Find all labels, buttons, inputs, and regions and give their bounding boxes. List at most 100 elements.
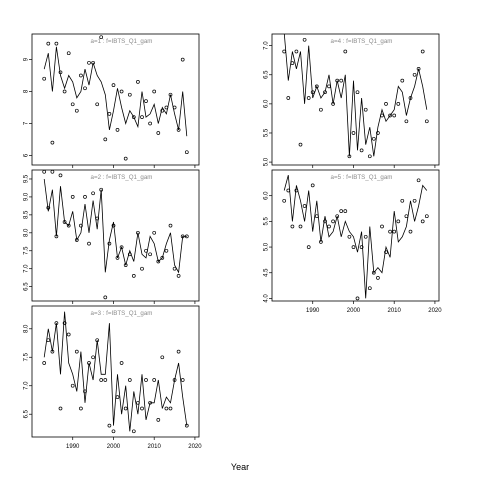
observed-point	[62, 89, 67, 94]
observed-point	[327, 84, 331, 89]
observed-point	[123, 406, 128, 411]
observed-point	[136, 400, 140, 405]
observed-point	[420, 49, 425, 54]
observed-point	[302, 204, 307, 208]
y-tick-label: 5.5	[264, 128, 270, 137]
plot-frame	[271, 33, 440, 166]
observed-point	[412, 198, 417, 203]
observed-point	[91, 60, 95, 65]
observed-point	[343, 49, 348, 54]
plot-frame	[31, 169, 200, 302]
observed-point	[70, 102, 75, 107]
observed-point	[119, 361, 124, 365]
observed-point	[115, 395, 120, 399]
panel-title: a=3 : f=IBTS_Q1_gam	[91, 310, 153, 317]
observed-point	[424, 119, 429, 124]
observed-point	[70, 195, 75, 199]
observed-point	[367, 286, 372, 291]
observed-point	[79, 223, 83, 228]
fitted-series-line	[283, 34, 428, 157]
observed-point	[339, 209, 344, 213]
observed-point	[87, 361, 91, 365]
observed-point	[136, 230, 140, 235]
observed-point	[327, 224, 331, 229]
y-tick-label: 7.0	[264, 41, 270, 50]
observed-point	[99, 35, 104, 40]
y-tick-label: 4.5	[264, 268, 270, 277]
observed-point	[164, 105, 169, 110]
fitted-series-line	[283, 174, 428, 299]
observed-point	[144, 99, 148, 103]
observed-point	[111, 429, 116, 434]
x-tick-label: 2010	[148, 444, 162, 450]
observed-point	[302, 37, 307, 42]
observed-point	[144, 248, 148, 253]
observed-point	[371, 270, 376, 275]
y-tick-label: 7.5	[24, 352, 30, 361]
observed-point	[351, 245, 356, 249]
observed-point	[119, 89, 124, 94]
observed-point	[140, 266, 144, 271]
observed-point	[180, 234, 185, 239]
observed-point	[107, 423, 112, 428]
fitted-series-line	[43, 178, 187, 274]
observed-point	[343, 209, 348, 213]
observed-point	[66, 332, 71, 337]
observed-point	[319, 240, 323, 244]
y-tick-label: 5.5	[264, 217, 270, 226]
observed-point	[363, 107, 368, 112]
observed-point	[388, 113, 392, 118]
x-tick-label: 2000	[347, 308, 361, 314]
observed-point	[176, 274, 181, 278]
observed-point	[83, 195, 87, 199]
plot-frame	[31, 305, 200, 438]
observed-point	[74, 108, 79, 113]
observed-point	[148, 121, 152, 126]
observed-point	[58, 173, 63, 178]
x-tick-label: 2020	[188, 444, 202, 450]
panel-a3: a=3 : f=IBTS_Q1_gam 6.5 7.0 7.5 8.0 1990 2000 2…	[24, 305, 202, 450]
observed-point	[400, 78, 405, 83]
y-tick-label: 6	[24, 153, 30, 157]
observed-point	[172, 378, 177, 382]
observed-point	[115, 128, 120, 132]
observed-point	[176, 349, 181, 354]
observed-point	[50, 349, 55, 354]
observed-point	[424, 214, 429, 219]
observed-point	[164, 248, 169, 253]
panel-a2: a=2 : f=IBTS_Q1_gam 6.5 7.0 7.5 8.0 8.5 9.0 9.5	[24, 169, 200, 304]
x-tick-label: 1990	[306, 308, 320, 314]
observed-point	[359, 245, 364, 249]
observed-point	[298, 224, 303, 229]
observed-point	[74, 238, 79, 242]
observed-point	[339, 78, 344, 83]
observed-point	[46, 338, 51, 343]
fitted-series-line	[43, 46, 188, 137]
observed-point	[282, 49, 287, 54]
observed-point	[83, 389, 87, 394]
observed-point	[384, 102, 388, 106]
observed-point	[392, 229, 397, 234]
observed-point	[54, 234, 59, 239]
observed-point	[152, 230, 157, 235]
observed-point	[131, 115, 136, 119]
observed-point	[408, 96, 413, 100]
observed-point	[388, 229, 392, 234]
panel-title: a=5 : f=IBTS_Q1_gam	[331, 174, 393, 181]
y-tick-label: 6.5	[24, 409, 30, 418]
observed-point	[286, 96, 291, 100]
observed-point	[87, 60, 91, 65]
observed-point	[156, 259, 161, 264]
y-tick-label: 6.5	[24, 282, 30, 291]
observed-point	[152, 89, 157, 94]
observed-point	[282, 198, 287, 203]
observed-point	[87, 241, 91, 246]
y-tick-label: 9.5	[24, 174, 30, 183]
observed-point	[160, 108, 165, 113]
observed-point	[156, 131, 161, 135]
observed-point	[367, 154, 372, 159]
observed-point	[95, 216, 100, 221]
observed-point	[294, 188, 299, 193]
observed-point	[416, 178, 421, 183]
